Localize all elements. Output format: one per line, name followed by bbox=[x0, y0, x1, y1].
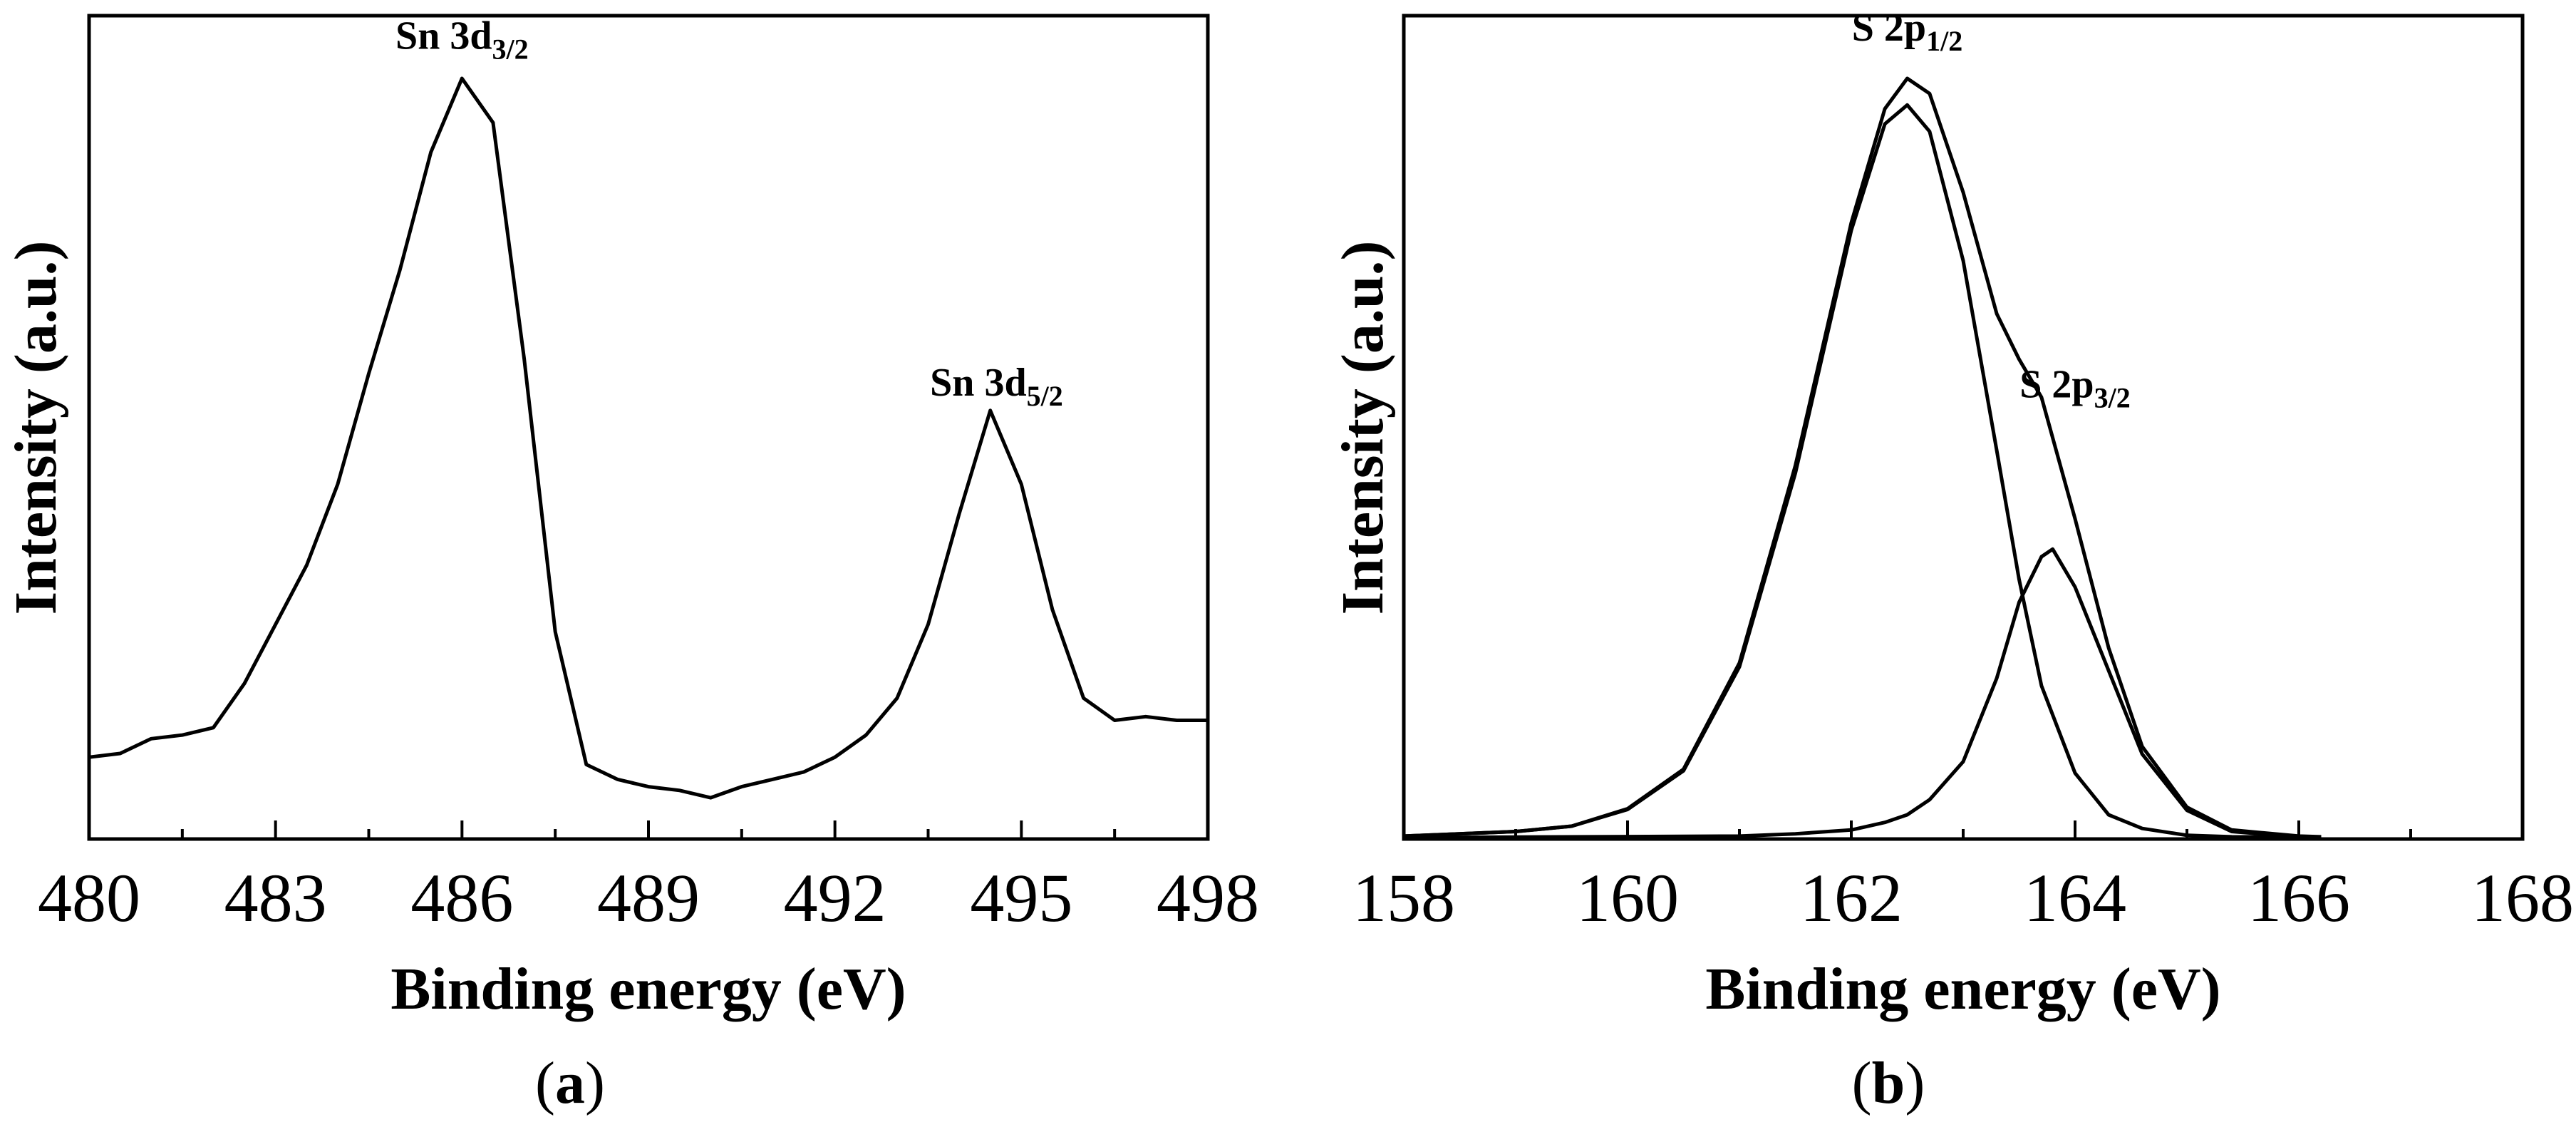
panel-b: 158 160 162 164 166 168 S 2p1/2S 2p3/2 Bindin… bbox=[1330, 6, 2574, 1116]
panel-a-x-ticks bbox=[88, 820, 1209, 839]
panel-b-x-tick-label-158: 158 bbox=[1352, 860, 1455, 936]
panel-b-x-tick-label-166: 166 bbox=[2247, 860, 2350, 936]
panel-b-peak-label-2: S 2p3/2 bbox=[2019, 362, 2130, 413]
peak-label-subscript: 3/2 bbox=[2094, 381, 2131, 413]
peak-label-text: S 2p bbox=[1852, 6, 1926, 50]
panel-b-peak-label-1: S 2p1/2 bbox=[1852, 6, 1962, 57]
peak-label-text: Sn 3d bbox=[930, 361, 1026, 405]
panel-a-x-tick-label-498: 498 bbox=[1157, 860, 1259, 936]
peak-label-subscript: 1/2 bbox=[1926, 25, 1962, 57]
panel-a-curves bbox=[88, 76, 1208, 800]
panel-b-x-tick-label-160: 160 bbox=[1576, 860, 1679, 936]
panel-a-frame bbox=[87, 14, 1210, 841]
panel-a-series-sn-3d-spectrum bbox=[88, 76, 1208, 800]
panel-a-peak-label-2: Sn 3d5/2 bbox=[930, 361, 1063, 412]
panel-a-x-axis-title: Binding energy (eV) bbox=[390, 956, 906, 1022]
panel-b-x-axis-title: Binding energy (eV) bbox=[1705, 956, 2220, 1022]
panel-a: 480 483 486 489 492 495 498 Sn 3d3/2Sn 3d5/2 B… bbox=[3, 14, 1259, 1116]
panel-a-x-tick-label-480: 480 bbox=[38, 860, 140, 936]
panel-b-series-s-2p1-2 bbox=[1403, 103, 2322, 839]
peak-label-text: Sn 3d bbox=[395, 14, 492, 58]
panel-a-x-tick-label-495: 495 bbox=[970, 860, 1072, 936]
panel-a-x-tick-label-486: 486 bbox=[410, 860, 513, 936]
panel-b-y-axis-title: Intensity (a.u.) bbox=[1330, 240, 1396, 614]
panel-a-x-tick-labels: 480 483 486 489 492 495 498 bbox=[38, 860, 1259, 936]
panel-a-x-tick-label-489: 489 bbox=[597, 860, 700, 936]
panel-a-x-tick-label-492: 492 bbox=[784, 860, 886, 936]
panel-a-y-axis-title: Intensity (a.u.) bbox=[3, 240, 69, 614]
panel-a-caption: (a) bbox=[535, 1050, 605, 1116]
peak-label-subscript: 5/2 bbox=[1027, 380, 1063, 412]
panel-b-x-tick-label-162: 162 bbox=[1800, 860, 1903, 936]
panel-b-caption-letter: b bbox=[1872, 1050, 1905, 1116]
panel-a-caption-letter: a bbox=[555, 1050, 585, 1116]
panel-b-x-tick-label-168: 168 bbox=[2471, 860, 2574, 936]
panel-b-curves bbox=[1403, 76, 2322, 840]
panel-b-caption: (b) bbox=[1852, 1050, 1925, 1116]
panel-b-x-tick-labels: 158 160 162 164 166 168 bbox=[1352, 860, 2574, 936]
panel-b-frame bbox=[1402, 14, 2525, 841]
peak-label-subscript: 3/2 bbox=[492, 34, 528, 66]
peak-label-text: S 2p bbox=[2019, 362, 2094, 406]
panel-a-peak-label-1: Sn 3d3/2 bbox=[395, 14, 529, 66]
panel-b-x-tick-label-164: 164 bbox=[2024, 860, 2126, 936]
panel-b-peak-labels: S 2p1/2S 2p3/2 bbox=[1852, 6, 2131, 414]
panel-a-peak-labels: Sn 3d3/2Sn 3d5/2 bbox=[395, 14, 1063, 412]
panel-a-x-tick-label-483: 483 bbox=[224, 860, 327, 936]
panel-b-series-s-2p3-2 bbox=[1403, 547, 2322, 840]
